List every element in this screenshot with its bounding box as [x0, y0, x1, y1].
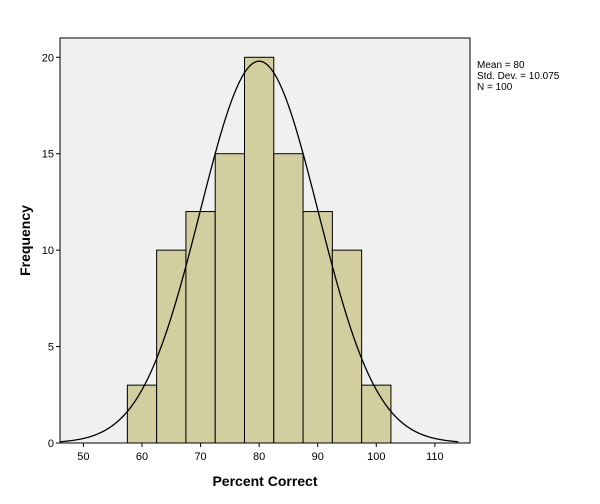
histogram-bar — [244, 56, 275, 444]
stats-std-dev: Std. Dev. = 10.075 — [477, 71, 560, 82]
y-axis: 0 5 10 15 20 — [42, 52, 60, 450]
normal-curve — [59, 60, 459, 443]
x-axis: 50 60 70 80 90 100 110 — [77, 443, 444, 463]
histogram-bar — [185, 211, 216, 444]
histogram-bar — [273, 153, 304, 444]
histogram-bar — [126, 384, 158, 444]
y-axis-title: Frequency — [17, 205, 33, 276]
histogram-bar — [302, 211, 333, 444]
y-tick-label: 15 — [42, 149, 54, 161]
histogram-bar — [361, 384, 392, 444]
bars-group — [126, 56, 392, 444]
x-tick-label: 70 — [194, 451, 206, 463]
y-tick-label: 5 — [48, 342, 54, 354]
x-tick-label: 100 — [367, 451, 385, 463]
x-tick-label: 50 — [77, 451, 89, 463]
y-tick-label: 10 — [42, 245, 54, 257]
x-tick-label: 60 — [136, 451, 148, 463]
y-tick-label: 0 — [48, 438, 54, 450]
stats-mean: Mean = 80 — [477, 60, 525, 71]
stats-box: Mean = 80 Std. Dev. = 10.075 N = 100 — [477, 60, 560, 93]
histogram-bar — [214, 153, 245, 444]
x-tick-label: 80 — [253, 451, 265, 463]
y-tick-label: 20 — [42, 52, 54, 64]
x-axis-title: Percent Correct — [212, 473, 317, 489]
x-tick-label: 90 — [312, 451, 324, 463]
x-tick-label: 110 — [426, 451, 444, 463]
stats-n: N = 100 — [477, 82, 513, 93]
